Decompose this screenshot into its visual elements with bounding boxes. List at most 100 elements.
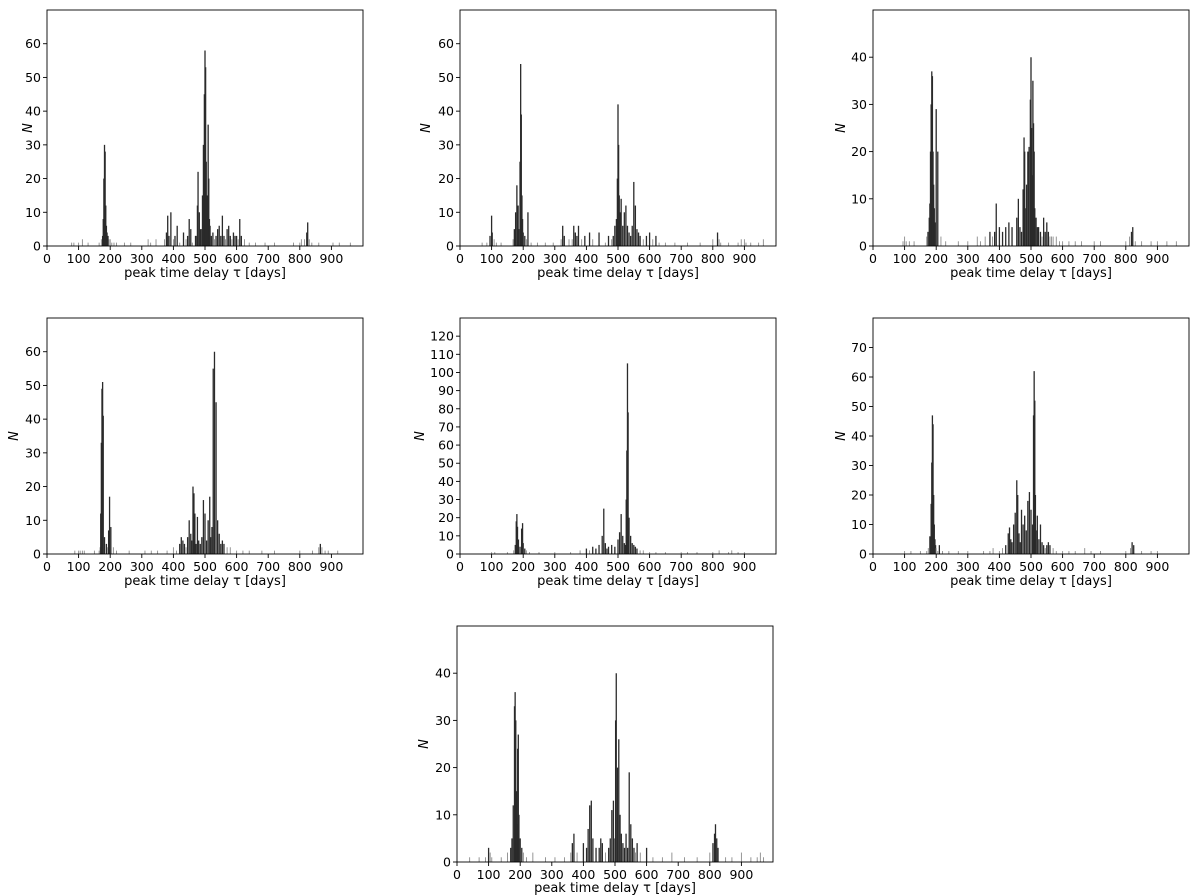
x-tick-label: 200 <box>98 559 122 574</box>
x-tick-label: 200 <box>508 867 532 882</box>
x-tick-label: 700 <box>1082 559 1106 574</box>
x-tick-label: 300 <box>130 559 154 574</box>
x-tick-label: 100 <box>67 251 91 266</box>
x-tick-label: 500 <box>193 251 217 266</box>
x-tick-label: 600 <box>1051 559 1075 574</box>
x-tick-label: 700 <box>669 251 693 266</box>
x-tick-label: 200 <box>511 251 535 266</box>
x-tick-label: 200 <box>924 251 948 266</box>
x-tick-label: 0 <box>43 251 51 266</box>
x-axis-label: peak time delay τ [days] <box>534 881 696 895</box>
y-axis-label: N <box>417 739 432 749</box>
x-tick-label: 700 <box>256 559 280 574</box>
x-axis-label: peak time delay τ [days] <box>537 266 699 281</box>
y-tick-label: 0 <box>446 547 454 562</box>
x-tick-label: 600 <box>638 559 662 574</box>
x-tick-label: 0 <box>869 559 877 574</box>
y-tick-label: 20 <box>438 171 454 186</box>
x-tick-label: 700 <box>666 867 690 882</box>
y-tick-label: 30 <box>435 713 451 728</box>
x-tick-label: 800 <box>288 251 312 266</box>
x-tick-label: 300 <box>543 559 567 574</box>
y-tick-label: 30 <box>438 137 454 152</box>
x-tick-label: 300 <box>956 251 980 266</box>
x-tick-label: 800 <box>701 251 725 266</box>
x-tick-label: 900 <box>732 251 756 266</box>
y-tick-label: 40 <box>435 666 451 681</box>
y-tick-label: 20 <box>438 510 454 525</box>
y-tick-label: 10 <box>438 528 454 543</box>
x-tick-label: 700 <box>256 251 280 266</box>
x-axis-label: peak time delay τ [days] <box>537 574 699 589</box>
y-tick-label: 80 <box>438 401 454 416</box>
y-tick-label: 70 <box>851 340 867 355</box>
y-tick-label: 20 <box>25 479 41 494</box>
x-tick-label: 400 <box>161 559 185 574</box>
y-tick-label: 50 <box>25 378 41 393</box>
y-axis-label: N <box>413 431 428 441</box>
y-tick-label: 70 <box>438 419 454 434</box>
x-tick-label: 400 <box>574 559 598 574</box>
x-axis-label: peak time delay τ [days] <box>124 574 286 589</box>
x-tick-label: 100 <box>480 559 504 574</box>
x-tick-label: 100 <box>67 559 91 574</box>
x-tick-label: 200 <box>924 559 948 574</box>
x-tick-label: 0 <box>453 867 461 882</box>
x-tick-label: 400 <box>987 559 1011 574</box>
y-tick-label: 10 <box>438 205 454 220</box>
x-tick-label: 400 <box>571 867 595 882</box>
y-axis-label: N <box>834 431 849 441</box>
y-axis-label: N <box>834 123 849 133</box>
y-tick-label: 0 <box>446 239 454 254</box>
axes-frame <box>459 317 777 555</box>
x-tick-label: 200 <box>98 251 122 266</box>
y-axis-label: N <box>419 123 434 133</box>
x-tick-label: 500 <box>603 867 627 882</box>
x-tick-label: 900 <box>319 559 343 574</box>
y-tick-label: 30 <box>25 137 41 152</box>
y-tick-label: 110 <box>430 347 454 362</box>
x-tick-label: 500 <box>606 559 630 574</box>
x-tick-label: 900 <box>1145 559 1169 574</box>
x-tick-label: 0 <box>456 559 464 574</box>
x-tick-label: 600 <box>635 867 659 882</box>
x-axis-label: peak time delay τ [days] <box>124 266 286 281</box>
y-tick-label: 0 <box>33 239 41 254</box>
y-tick-label: 30 <box>851 97 867 112</box>
histogram-panel-7: peak time delay τ [days] N 0 100 200 300 400… <box>417 625 774 895</box>
y-tick-label: 0 <box>443 855 451 870</box>
x-tick-label: 800 <box>698 867 722 882</box>
y-tick-label: 20 <box>25 171 41 186</box>
x-tick-label: 800 <box>1114 559 1138 574</box>
y-tick-label: 50 <box>438 456 454 471</box>
x-tick-label: 400 <box>161 251 185 266</box>
y-tick-label: 10 <box>435 807 451 822</box>
x-tick-label: 300 <box>540 867 564 882</box>
x-tick-label: 300 <box>543 251 567 266</box>
x-tick-label: 100 <box>893 559 917 574</box>
y-tick-label: 60 <box>25 36 41 51</box>
y-tick-label: 40 <box>851 50 867 65</box>
x-tick-label: 0 <box>43 559 51 574</box>
x-tick-label: 800 <box>701 559 725 574</box>
x-tick-label: 500 <box>1019 559 1043 574</box>
x-tick-label: 600 <box>638 251 662 266</box>
x-tick-label: 400 <box>987 251 1011 266</box>
histogram-panel-6: peak time delay τ [days] N 0 100 200 300 400… <box>834 317 1190 589</box>
histogram-panel-4: peak time delay τ [days] N 0 100 200 300 400… <box>7 317 364 589</box>
x-tick-label: 300 <box>130 251 154 266</box>
x-tick-label: 400 <box>574 251 598 266</box>
x-tick-label: 800 <box>1114 251 1138 266</box>
x-tick-label: 100 <box>893 251 917 266</box>
x-tick-label: 500 <box>1019 251 1043 266</box>
x-tick-label: 600 <box>225 559 249 574</box>
y-axis-label: N <box>21 123 36 133</box>
x-tick-label: 700 <box>1082 251 1106 266</box>
x-axis-label: peak time delay τ [days] <box>950 574 1112 589</box>
y-tick-label: 20 <box>851 488 867 503</box>
y-tick-label: 30 <box>438 492 454 507</box>
x-tick-label: 900 <box>729 867 753 882</box>
y-tick-label: 60 <box>438 36 454 51</box>
y-tick-label: 30 <box>25 445 41 460</box>
